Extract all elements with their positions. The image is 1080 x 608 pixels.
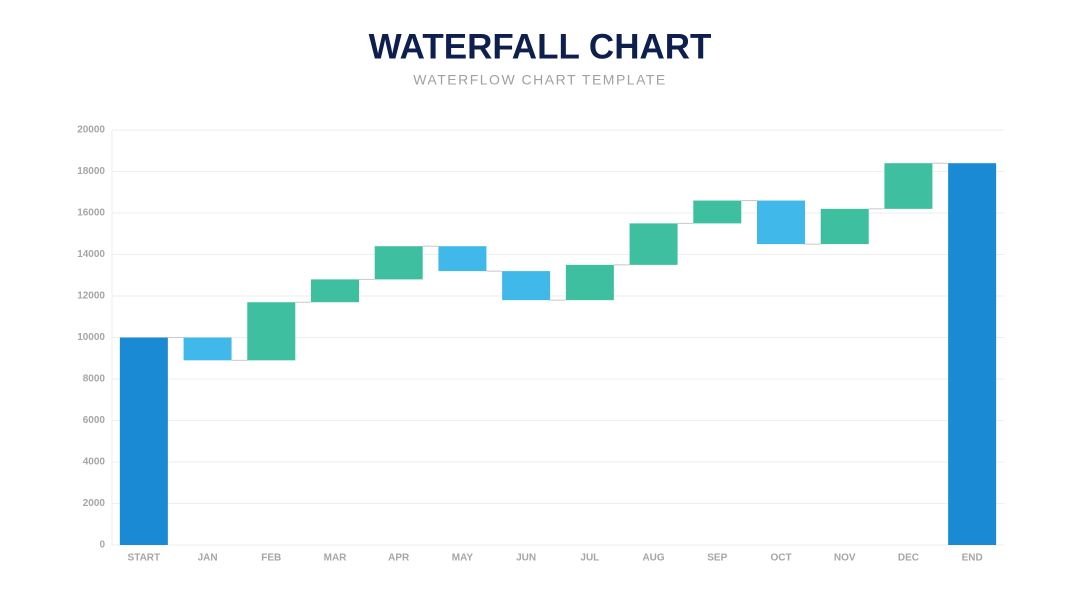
y-tick-label: 16000: [77, 208, 105, 219]
x-tick-label: AUG: [642, 553, 664, 564]
x-tick-label: OCT: [770, 553, 791, 564]
bar: [438, 246, 487, 272]
chart-title: WATERFALL CHART: [369, 27, 712, 66]
bar: [629, 223, 678, 265]
bar: [757, 200, 805, 245]
bar: [119, 337, 168, 545]
x-tick-label: END: [962, 553, 983, 564]
bar: [820, 208, 869, 245]
x-tick-label: SEP: [707, 553, 727, 564]
y-tick-label: 6000: [83, 415, 106, 426]
x-tick-label: NOV: [834, 553, 856, 564]
x-tick-label: START: [128, 553, 161, 564]
x-tick-label: MAY: [452, 553, 474, 564]
x-tick-label: MAR: [324, 553, 348, 564]
y-tick-label: 4000: [83, 457, 106, 468]
x-tick-label: JAN: [198, 553, 218, 564]
y-tick-label: 0: [99, 540, 105, 551]
y-tick-label: 2000: [83, 498, 106, 509]
x-tick-label: FEB: [261, 553, 281, 564]
bar: [247, 302, 296, 361]
x-tick-label: APR: [388, 553, 410, 564]
x-tick-label: JUN: [516, 553, 536, 564]
y-tick-label: 12000: [77, 291, 105, 302]
bar: [948, 163, 997, 545]
y-tick-label: 8000: [83, 374, 106, 385]
x-tick-label: JUL: [580, 553, 599, 564]
bar: [311, 279, 359, 303]
bar: [884, 163, 933, 209]
bar: [693, 200, 742, 224]
y-tick-label: 10000: [77, 332, 105, 343]
bar: [502, 271, 551, 301]
bar: [565, 264, 614, 301]
y-tick-label: 18000: [77, 166, 105, 177]
bar: [183, 337, 232, 361]
x-tick-label: DEC: [898, 553, 919, 564]
chart-subtitle: WATERFLOW CHART TEMPLATE: [413, 72, 667, 88]
bar: [374, 246, 423, 280]
y-tick-label: 20000: [77, 125, 105, 136]
y-tick-label: 14000: [77, 249, 105, 260]
